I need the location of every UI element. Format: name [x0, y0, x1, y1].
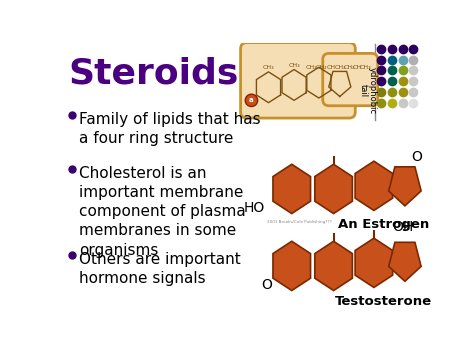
Polygon shape: [273, 164, 310, 214]
Point: [377, 100, 385, 105]
Polygon shape: [315, 164, 352, 214]
Text: CH₂: CH₂: [335, 65, 346, 70]
Text: CH₂: CH₂: [315, 65, 327, 70]
Point: [410, 100, 417, 105]
Text: O: O: [262, 278, 273, 292]
Text: Others are important
hormone signals: Others are important hormone signals: [80, 252, 241, 286]
Point: [388, 78, 395, 84]
Point: [399, 100, 406, 105]
Text: Testosterone: Testosterone: [335, 295, 432, 308]
Polygon shape: [355, 238, 392, 288]
Polygon shape: [389, 242, 421, 281]
Polygon shape: [389, 167, 421, 206]
Point: [377, 46, 385, 51]
Text: ..: ..: [251, 116, 258, 126]
Polygon shape: [315, 241, 352, 290]
Text: CH₂: CH₂: [305, 65, 317, 70]
Polygon shape: [273, 241, 310, 290]
Text: Family of lipids that has
a four ring structure: Family of lipids that has a four ring st…: [80, 112, 261, 146]
Text: O: O: [411, 149, 422, 164]
Point: [388, 100, 395, 105]
FancyBboxPatch shape: [323, 53, 378, 106]
Point: [410, 78, 417, 84]
Text: CH₃: CH₃: [360, 65, 371, 70]
Point: [410, 46, 417, 51]
Point: [399, 78, 406, 84]
Text: OH: OH: [392, 219, 413, 234]
Point: [399, 57, 406, 62]
Point: [388, 46, 395, 51]
Point: [399, 67, 406, 73]
Point: [410, 67, 417, 73]
Point: [388, 89, 395, 95]
Text: 2001 Brooks/Cole Publishing???: 2001 Brooks/Cole Publishing???: [267, 220, 332, 224]
Bar: [334, 64, 365, 97]
Point: [399, 89, 406, 95]
Polygon shape: [355, 161, 392, 211]
Point: [410, 57, 417, 62]
Text: CH: CH: [327, 65, 336, 70]
Point: [377, 67, 385, 73]
Text: Steroids: Steroids: [69, 56, 239, 91]
Text: CH₂: CH₂: [344, 65, 356, 70]
Text: Cholesterol is an
important membrane
component of plasma
membranes in some
organ: Cholesterol is an important membrane com…: [80, 166, 246, 258]
Point: [377, 89, 385, 95]
Point: [388, 57, 395, 62]
Text: a: a: [249, 97, 254, 103]
Circle shape: [245, 94, 258, 106]
Point: [399, 46, 406, 51]
FancyBboxPatch shape: [241, 43, 356, 118]
Text: CH₃: CH₃: [288, 63, 300, 68]
Text: HO: HO: [243, 201, 264, 215]
Point: [388, 67, 395, 73]
Text: ydrophobic
tail: ydrophobic tail: [358, 67, 377, 114]
Point: [410, 89, 417, 95]
Text: CH: CH: [353, 65, 362, 70]
Text: CH₃: CH₃: [263, 65, 274, 70]
Text: An Estrogen: An Estrogen: [337, 218, 429, 231]
Point: [377, 57, 385, 62]
Point: [377, 78, 385, 84]
